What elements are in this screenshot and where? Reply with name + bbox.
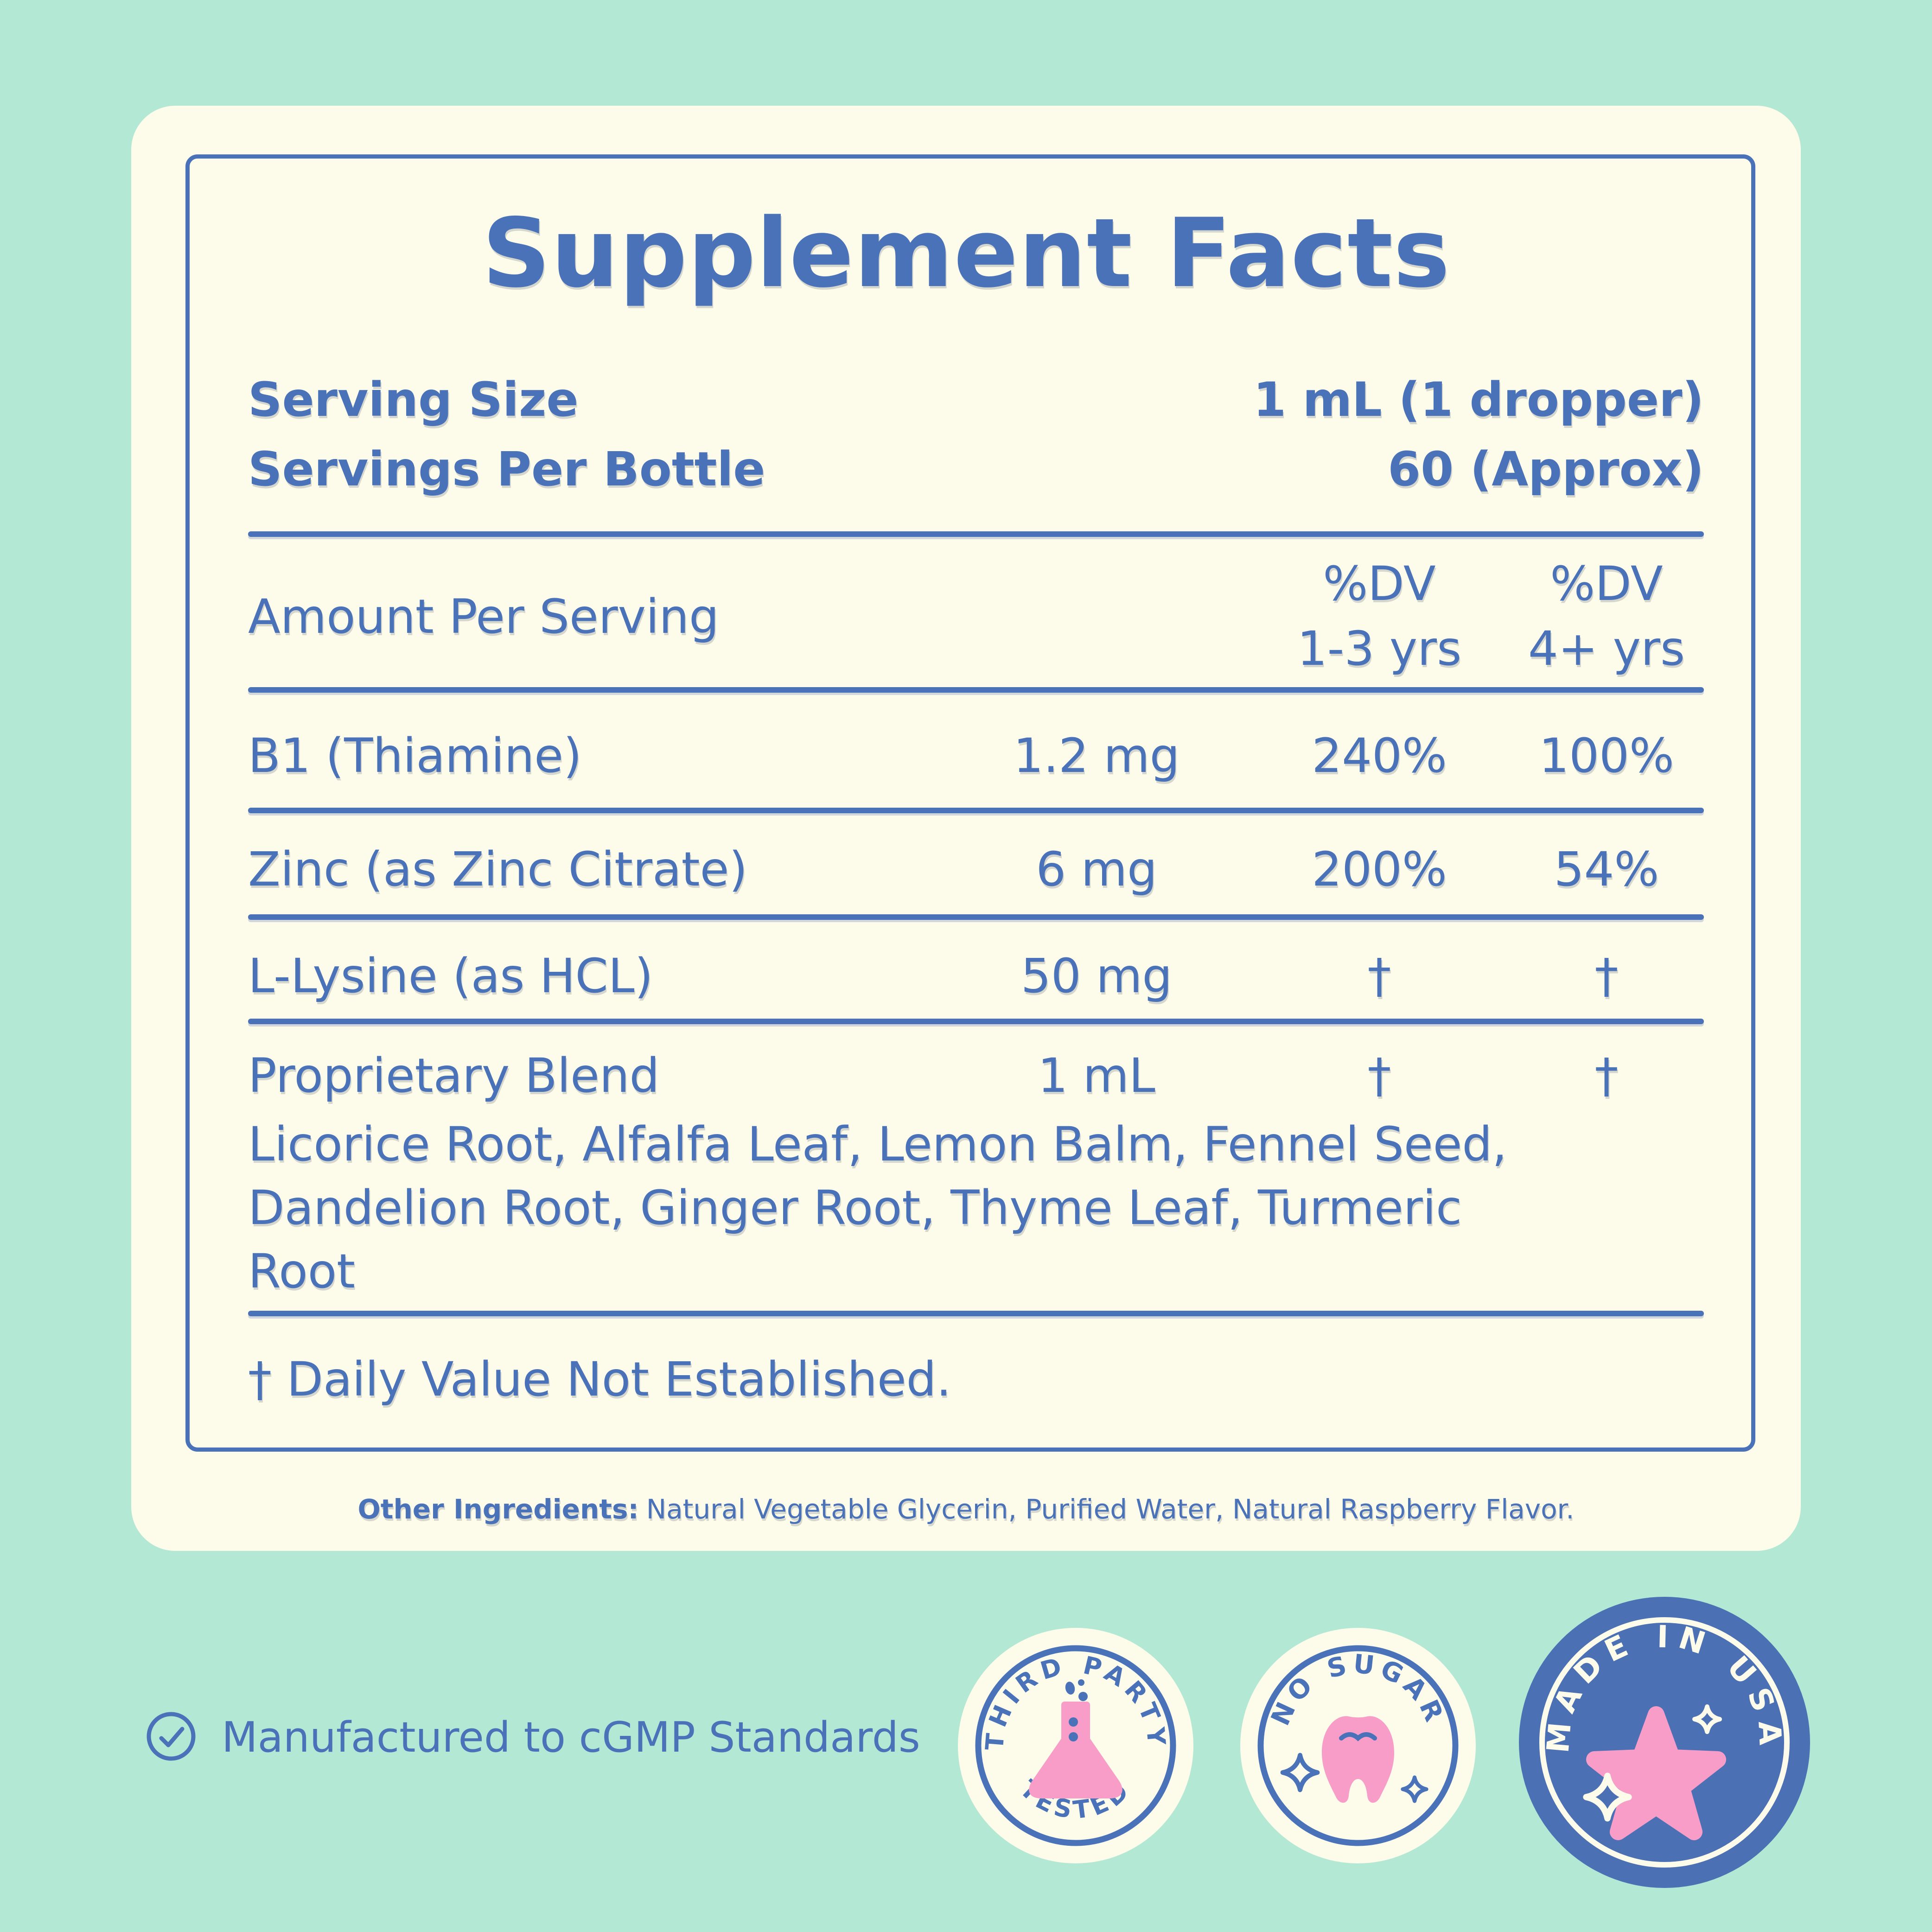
row-dv-1-3: †	[1367, 1048, 1391, 1103]
dv-4plus-header-line2: 4+ yrs	[1528, 621, 1685, 676]
checkmark-circle-icon	[147, 1712, 196, 1761]
row-name: B1 (Thiamine)	[248, 728, 582, 784]
table-header-row: Amount Per Serving %DV 1-3 yrs %DV 4+ yr…	[248, 549, 1704, 684]
flask-icon	[1029, 1679, 1122, 1798]
row-name: Zinc (as Zinc Citrate)	[248, 842, 748, 897]
sparkle-icon	[1583, 1773, 1632, 1822]
table-row: B1 (Thiamine) 1.2 mg 240% 100%	[248, 727, 1704, 784]
divider	[248, 914, 1704, 920]
divider	[248, 808, 1704, 813]
row-dv-4plus: †	[1594, 1048, 1619, 1103]
daily-value-footnote: † Daily Value Not Established.	[248, 1352, 951, 1407]
cgmp-note: Manufactured to cGMP Standards	[222, 1713, 920, 1762]
tooth-icon	[1280, 1716, 1428, 1803]
made-in-usa-badge: MADE IN USA	[1519, 1597, 1810, 1888]
divider	[248, 531, 1704, 537]
row-dv-1-3: †	[1367, 948, 1391, 1004]
row-dv-1-3: 200%	[1312, 842, 1447, 897]
row-amount: 1.2 mg	[1013, 728, 1180, 784]
row-amount: 6 mg	[1036, 842, 1157, 897]
divider	[248, 1019, 1704, 1024]
row-dv-4plus: 54%	[1554, 842, 1659, 897]
row-dv-4plus: 100%	[1539, 728, 1674, 784]
dv-4plus-header: %DV 4+ yrs	[1509, 552, 1704, 682]
divider	[248, 1311, 1704, 1316]
servings-per-bottle-row: Servings Per Bottle 60 (Approx)	[248, 441, 1704, 497]
table-row: L-Lysine (as HCL) 50 mg † †	[248, 947, 1704, 1005]
amount-per-serving-header: Amount Per Serving	[248, 589, 719, 644]
row-amount: 1 mL	[1038, 1048, 1155, 1103]
third-party-tested-badge: THIRD PARTY TESTED	[958, 1628, 1193, 1863]
row-amount: 50 mg	[1020, 948, 1173, 1004]
row-dv-1-3: 240%	[1312, 728, 1447, 784]
dv-4plus-header-line1: %DV	[1550, 556, 1663, 612]
supplement-facts-box	[185, 154, 1755, 1452]
dv-1-3-header-line2: 1-3 yrs	[1297, 621, 1462, 676]
other-ingredients-label: Other Ingredients:	[357, 1493, 639, 1525]
dv-1-3-header: %DV 1-3 yrs	[1250, 552, 1509, 682]
table-row: Zinc (as Zinc Citrate) 6 mg 200% 54%	[248, 841, 1704, 898]
table-row: Proprietary Blend 1 mL † †	[248, 1047, 1704, 1104]
sparkle-icon	[1692, 1704, 1722, 1734]
serving-size-row: Serving Size 1 mL (1 dropper)	[248, 372, 1704, 427]
no-sugar-badge: NO SUGAR	[1240, 1628, 1476, 1863]
servings-per-bottle-value: 60 (Approx)	[1388, 441, 1704, 497]
sparkle-icon	[1401, 1775, 1428, 1803]
row-name: Proprietary Blend	[248, 1048, 660, 1103]
servings-per-bottle-label: Servings Per Bottle	[248, 441, 765, 497]
label-card	[131, 106, 1801, 1551]
proprietary-blend-ingredients: Licorice Root, Alfalfa Leaf, Lemon Balm,…	[248, 1117, 1507, 1299]
star-icon	[1586, 1706, 1726, 1840]
other-ingredients-value: Natural Vegetable Glycerin, Purified Wat…	[646, 1493, 1575, 1525]
page-title: Supplement Facts	[482, 198, 1451, 309]
row-dv-4plus: †	[1594, 948, 1619, 1004]
other-ingredients-line: Other Ingredients: Natural Vegetable Glyc…	[131, 1486, 1801, 1532]
divider	[248, 687, 1704, 693]
serving-size-value: 1 mL (1 dropper)	[1253, 372, 1704, 427]
sparkle-icon	[1280, 1753, 1320, 1792]
dv-1-3-header-line1: %DV	[1323, 556, 1436, 612]
row-name: L-Lysine (as HCL)	[248, 948, 653, 1004]
serving-size-label: Serving Size	[248, 372, 579, 427]
